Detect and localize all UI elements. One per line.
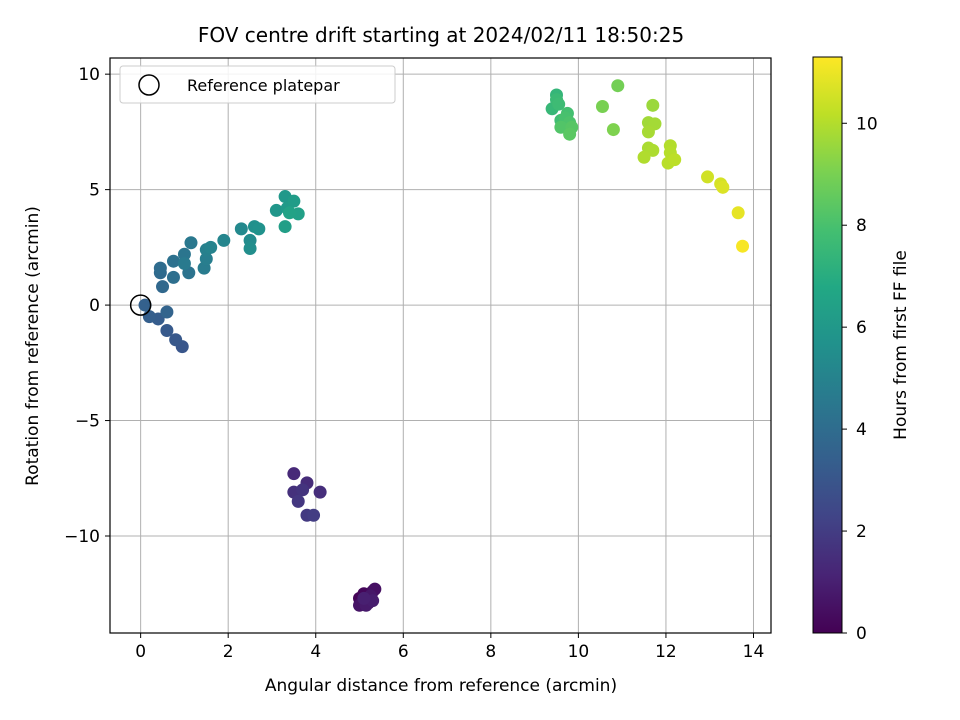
data-point bbox=[156, 280, 170, 294]
x-tick-label: 2 bbox=[223, 642, 234, 662]
data-point bbox=[234, 222, 248, 236]
colorbar-tick-label: 8 bbox=[856, 216, 867, 236]
colorbar: 0 2 4 6 8 10 Hours from first FF file bbox=[812, 56, 911, 644]
data-point bbox=[142, 310, 156, 324]
data-point bbox=[217, 233, 231, 247]
y-tick-label: 10 bbox=[78, 65, 100, 85]
data-point bbox=[243, 242, 257, 256]
data-point bbox=[646, 98, 660, 112]
data-point bbox=[716, 180, 730, 194]
data-point bbox=[701, 170, 715, 184]
grid bbox=[110, 58, 771, 633]
data-point bbox=[606, 123, 620, 137]
x-tick-label: 0 bbox=[135, 642, 146, 662]
data-point bbox=[199, 252, 213, 266]
data-point bbox=[169, 333, 183, 347]
y-tick-label: −10 bbox=[64, 527, 100, 547]
y-tick-label: 5 bbox=[89, 181, 100, 201]
data-point bbox=[646, 143, 660, 157]
data-point bbox=[138, 298, 152, 312]
y-axis: −10 −5 0 5 10 bbox=[64, 65, 110, 547]
data-points bbox=[138, 79, 750, 612]
x-tick-label: 14 bbox=[743, 642, 765, 662]
y-tick-label: −5 bbox=[75, 412, 100, 432]
y-axis-label: Rotation from reference (arcmin) bbox=[23, 206, 43, 486]
data-point bbox=[296, 483, 310, 497]
colorbar-tick-label: 6 bbox=[856, 318, 867, 338]
reference-marker bbox=[129, 294, 152, 316]
legend: Reference platepar bbox=[119, 65, 396, 104]
colorbar-label: Hours from first FF file bbox=[891, 250, 911, 440]
data-point bbox=[153, 261, 167, 275]
data-point bbox=[287, 467, 301, 481]
data-point bbox=[177, 257, 191, 271]
legend-marker bbox=[138, 74, 160, 96]
data-point bbox=[563, 127, 577, 141]
data-point bbox=[611, 79, 625, 93]
data-point bbox=[641, 125, 655, 139]
colorbar-tick-label: 4 bbox=[856, 420, 867, 440]
data-point bbox=[278, 220, 292, 234]
plot-frame bbox=[109, 57, 772, 634]
colorbar-ticks: 0 2 4 6 8 10 bbox=[842, 114, 878, 644]
data-point bbox=[307, 508, 321, 522]
legend-box bbox=[119, 65, 396, 104]
data-point bbox=[287, 194, 301, 208]
data-point bbox=[166, 254, 180, 268]
data-point bbox=[668, 153, 682, 167]
x-tick-label: 8 bbox=[485, 642, 496, 662]
data-point bbox=[595, 99, 609, 113]
data-point bbox=[184, 236, 198, 250]
colorbar-gradient bbox=[812, 56, 843, 634]
x-axis-label: Angular distance from reference (arcmin) bbox=[265, 676, 617, 696]
colorbar-tick-label: 0 bbox=[856, 624, 867, 644]
legend-label: Reference platepar bbox=[187, 76, 340, 95]
data-point bbox=[291, 494, 305, 508]
data-point bbox=[554, 120, 568, 134]
data-point bbox=[177, 247, 191, 261]
data-point bbox=[313, 485, 327, 499]
data-point bbox=[282, 206, 296, 220]
colorbar-tick-label: 10 bbox=[856, 114, 878, 134]
data-point bbox=[357, 591, 371, 605]
data-point bbox=[160, 305, 174, 319]
data-point bbox=[731, 206, 745, 220]
data-point bbox=[552, 97, 566, 111]
colorbar-tick-label: 2 bbox=[856, 522, 867, 542]
data-point bbox=[252, 222, 266, 236]
y-tick-label: 0 bbox=[89, 296, 100, 316]
chart-title: FOV centre drift starting at 2024/02/11 … bbox=[198, 23, 684, 47]
data-point bbox=[637, 150, 651, 164]
data-point bbox=[269, 203, 283, 217]
x-axis: 0 2 4 6 8 10 12 14 bbox=[135, 633, 764, 662]
data-point bbox=[160, 323, 174, 337]
x-tick-label: 10 bbox=[568, 642, 590, 662]
data-point bbox=[736, 239, 750, 253]
x-tick-label: 4 bbox=[310, 642, 321, 662]
x-tick-label: 12 bbox=[655, 642, 677, 662]
data-point bbox=[166, 270, 180, 284]
data-point bbox=[204, 240, 218, 254]
x-tick-label: 6 bbox=[398, 642, 409, 662]
